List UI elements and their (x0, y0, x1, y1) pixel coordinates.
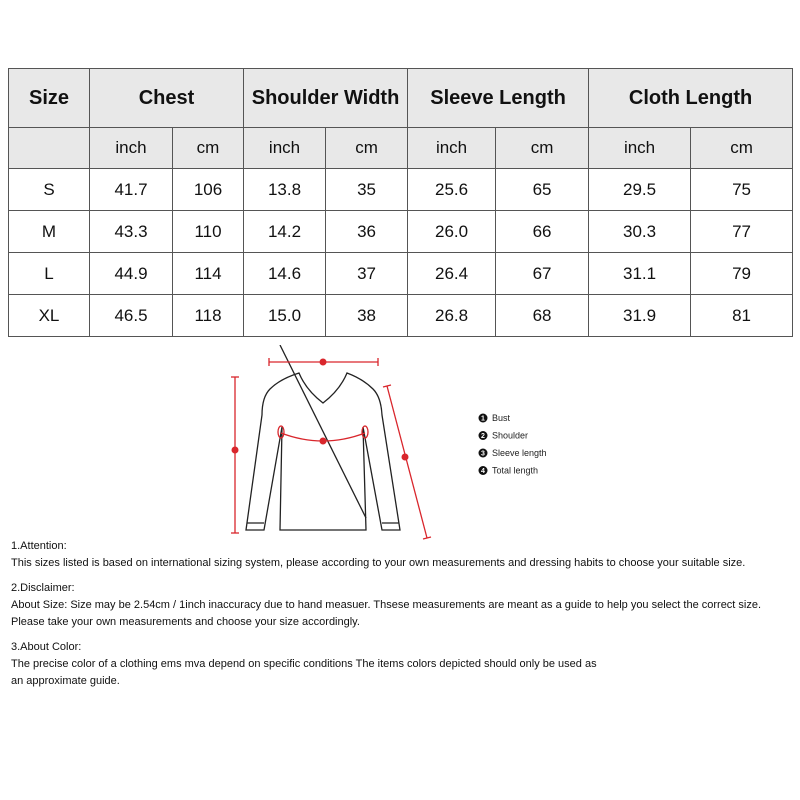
unit-cell: inch (243, 127, 327, 169)
value-cell: 30.3 (588, 210, 692, 253)
value-cell: 31.9 (588, 294, 692, 337)
unit-blank (8, 127, 90, 169)
note-block: 3.About Color: The precise color of a clo… (11, 639, 761, 690)
value-cell: 77 (690, 210, 794, 253)
legend-number: 3 (481, 451, 485, 458)
table-row: M 43.3 110 14.2 36 26.0 66 30.3 77 (8, 210, 794, 253)
unit-cell: cm (171, 127, 245, 169)
unit-cell: inch (588, 127, 692, 169)
value-cell: 43.3 (89, 210, 173, 253)
value-cell: 25.6 (407, 168, 497, 211)
note-text: About Size: Size may be 2.54cm / 1inch i… (11, 599, 762, 611)
value-cell: 81 (690, 294, 794, 337)
table-row: L 44.9 114 14.6 37 26.4 67 31.1 79 (8, 252, 794, 295)
legend-label: Bust (492, 413, 511, 423)
size-cell: L (8, 252, 90, 295)
unit-cell: cm (690, 127, 794, 169)
value-cell: 114 (171, 252, 245, 295)
unit-cell: inch (89, 127, 173, 169)
sweater-outline (245, 345, 401, 531)
value-cell: 15.0 (243, 294, 327, 337)
value-cell: 26.4 (407, 252, 497, 295)
value-cell: 37 (325, 252, 409, 295)
header-sleeve-length: Sleeve Length (407, 68, 590, 128)
garment-measurement-diagram: 1 Bust 2 Shoulder 3 Sleeve length 4 Total lengt… (231, 345, 547, 540)
value-cell: 68 (495, 294, 590, 337)
note-block: 1.Attention: This sizes listed is based o… (11, 538, 761, 572)
value-cell: 106 (171, 168, 245, 211)
legend-label: Shoulder (492, 431, 528, 441)
unit-cell: cm (325, 127, 409, 169)
size-cell: XL (8, 294, 90, 337)
value-cell: 36 (325, 210, 409, 253)
legend-label: Total length (492, 466, 538, 476)
notes-section: 1.Attention: This sizes listed is based o… (11, 538, 761, 698)
value-cell: 79 (690, 252, 794, 295)
value-cell: 67 (495, 252, 590, 295)
value-cell: 26.8 (407, 294, 497, 337)
value-cell: 38 (325, 294, 409, 337)
value-cell: 31.1 (588, 252, 692, 295)
value-cell: 44.9 (89, 252, 173, 295)
note-text: an approximate guide. (11, 675, 120, 687)
size-chart-table: Size Chest Shoulder Width Sleeve Length … (8, 68, 794, 337)
legend-number: 2 (481, 433, 485, 440)
value-cell: 110 (171, 210, 245, 253)
legend-number-badge (478, 413, 488, 423)
note-title: 3.About Color: (11, 641, 82, 653)
note-text: Please take your own measurements and ch… (11, 616, 360, 628)
unit-cell: inch (407, 127, 497, 169)
value-cell: 65 (495, 168, 590, 211)
note-title: 1.Attention: (11, 540, 67, 552)
header-cloth-length: Cloth Length (588, 68, 794, 128)
unit-cell: cm (495, 127, 590, 169)
value-cell: 14.6 (243, 252, 327, 295)
legend-number: 1 (481, 416, 485, 423)
note-title: 2.Disclaimer: (11, 582, 75, 594)
value-cell: 75 (690, 168, 794, 211)
header-chest: Chest (88, 68, 245, 128)
value-cell: 26.0 (407, 210, 497, 253)
value-cell: 29.5 (588, 168, 692, 211)
note-text: The precise color of a clothing ems mva … (11, 658, 597, 670)
header-size: Size (8, 68, 90, 128)
measurement-markers (231, 358, 409, 461)
note-text: This sizes listed is based on internatio… (11, 557, 746, 569)
unit-row: inch cm inch cm inch cm inch cm (8, 127, 794, 169)
value-cell: 13.8 (243, 168, 327, 211)
value-cell: 46.5 (89, 294, 173, 337)
value-cell: 118 (171, 294, 245, 337)
value-cell: 41.7 (89, 168, 173, 211)
header-row: Size Chest Shoulder Width Sleeve Length … (8, 68, 794, 128)
size-cell: M (8, 210, 90, 253)
value-cell: 66 (495, 210, 590, 253)
value-cell: 14.2 (243, 210, 327, 253)
legend-label: Sleeve length (492, 448, 547, 458)
legend-number-badge (478, 431, 488, 440)
legend-number-badge (478, 448, 488, 458)
value-cell: 35 (325, 168, 409, 211)
note-block: 2.Disclaimer: About Size: Size may be 2.5… (11, 580, 761, 631)
legend-number-badge (478, 466, 488, 475)
table-row: S 41.7 106 13.8 35 25.6 65 29.5 75 (8, 168, 794, 211)
size-cell: S (8, 168, 90, 211)
table-row: XL 46.5 118 15.0 38 26.8 68 31.9 81 (8, 294, 794, 337)
legend-number: 4 (481, 468, 485, 475)
header-shoulder-width: Shoulder Width (243, 68, 409, 128)
